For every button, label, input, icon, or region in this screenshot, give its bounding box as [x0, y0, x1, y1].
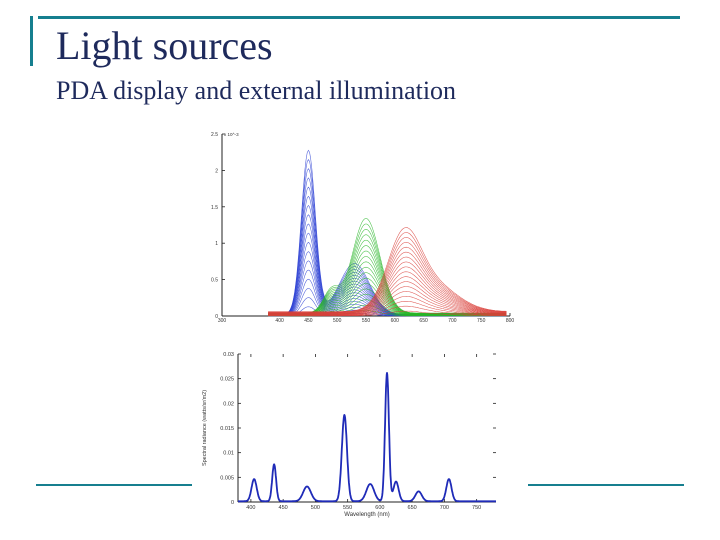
y-tick-label: 0.5	[211, 278, 218, 284]
display-spectrum-line	[268, 266, 507, 314]
display-spectrum-line	[268, 310, 507, 317]
y-tick-label: 0.025	[220, 377, 234, 383]
x-axis-label: Wavelength (nm)	[344, 512, 389, 518]
x-tick-label: 500	[333, 318, 342, 324]
illumination-spectrum-chart: 0 0.005 0.01 0.015 0.02 0.025 0.03 400 450 500 550…	[202, 352, 497, 518]
x-tick-label: 750	[477, 318, 486, 324]
x-tick-label: 300	[218, 318, 227, 324]
display-spectrum-line	[268, 301, 507, 316]
x-tick-label: 600	[391, 318, 400, 324]
y-axis-label: Spectral radiance (watts/sr/m2)	[202, 390, 208, 466]
x-tick-label: 700	[448, 318, 457, 324]
illumination-spectrum-line	[237, 372, 497, 503]
y-tick-label: 0	[231, 500, 234, 506]
slide-title: Light sources	[56, 23, 273, 68]
header-side-rule	[30, 16, 33, 66]
x-tick-label: 400	[275, 318, 284, 324]
y-tick-label: 1	[215, 241, 218, 247]
y-tick-label: 0.005	[220, 475, 234, 481]
x-tick-label: 400	[246, 505, 255, 511]
x-tick-label: 500	[311, 505, 320, 511]
display-spectrum-line	[268, 227, 507, 312]
x-tick-label: 550	[362, 318, 371, 324]
y-tick-label: 2	[215, 168, 218, 174]
x-tick-label: 800	[506, 318, 515, 324]
header-rule	[38, 16, 680, 19]
display-spectra-chart: 0 0.5 1 1.5 2 2.5 x 10^-3 300 400 450 500 550 600 650…	[211, 132, 514, 324]
y-tick-label: 0.015	[220, 426, 234, 432]
x-tick-label: 550	[343, 505, 352, 511]
display-spectrum-line	[268, 256, 507, 314]
footer-rule-right	[528, 484, 684, 486]
y-tick-label: 2.5	[211, 132, 218, 138]
slide-subtitle: PDA display and external illumination	[56, 76, 457, 105]
y-scale-note: x 10^-3	[224, 132, 239, 137]
x-tick-label: 750	[472, 505, 481, 511]
y-tick-label: 0.01	[223, 451, 234, 457]
display-spectrum-line	[268, 276, 507, 315]
x-tick-label: 650	[408, 505, 417, 511]
y-tick-label: 0.03	[223, 352, 234, 358]
x-tick-label: 450	[279, 505, 288, 511]
y-tick-label: 0.02	[223, 401, 234, 407]
x-tick-label: 450	[304, 318, 313, 324]
x-tick-label: 650	[419, 318, 428, 324]
figure-background	[192, 128, 522, 528]
x-tick-label: 600	[375, 505, 384, 511]
y-tick-label: 1.5	[211, 205, 218, 211]
display-spectrum-line	[268, 232, 507, 313]
x-tick-label: 700	[440, 505, 449, 511]
display-spectrum-line	[268, 242, 507, 313]
footer-rule-left	[36, 484, 192, 486]
display-spectrum-line	[268, 291, 507, 316]
y-tick-label: 0	[215, 314, 218, 320]
